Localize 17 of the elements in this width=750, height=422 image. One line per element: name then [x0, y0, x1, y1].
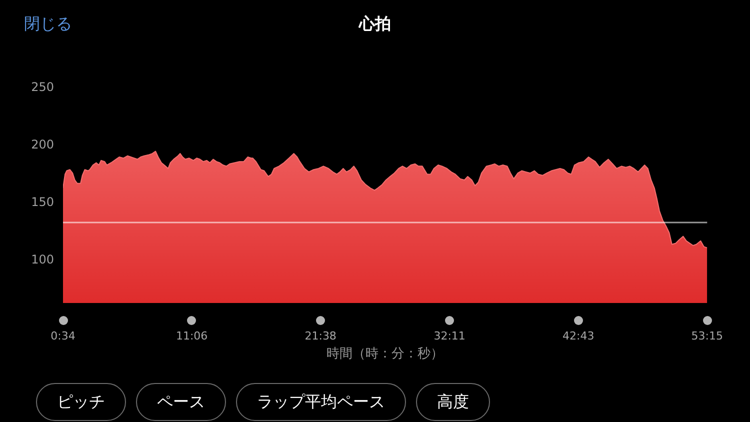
x-tick-label: 21:38: [304, 329, 336, 342]
x-tick-label: 42:43: [562, 329, 594, 342]
toggle-button: ラップ平均ペース: [236, 383, 406, 421]
chart-title: 心拍: [359, 14, 391, 33]
toggle-button: ピッチ: [36, 383, 126, 421]
x-tick-label: 11:06: [176, 329, 208, 342]
y-tick-label: 200: [31, 138, 54, 152]
y-tick-label: 100: [31, 252, 54, 267]
toggle-button: ペース: [136, 383, 226, 421]
toggle-button: 高度: [416, 383, 490, 421]
y-tick-label: 150: [31, 195, 54, 210]
close-button: 閉じる: [24, 13, 72, 35]
x-tick-label: 0:34: [50, 329, 76, 342]
x-axis-title: 時間（時：分：秒）: [326, 346, 444, 362]
x-tick-label: 53:15: [691, 329, 723, 342]
x-tick-label: 32:11: [434, 329, 466, 342]
y-tick-label: 250: [31, 80, 54, 94]
